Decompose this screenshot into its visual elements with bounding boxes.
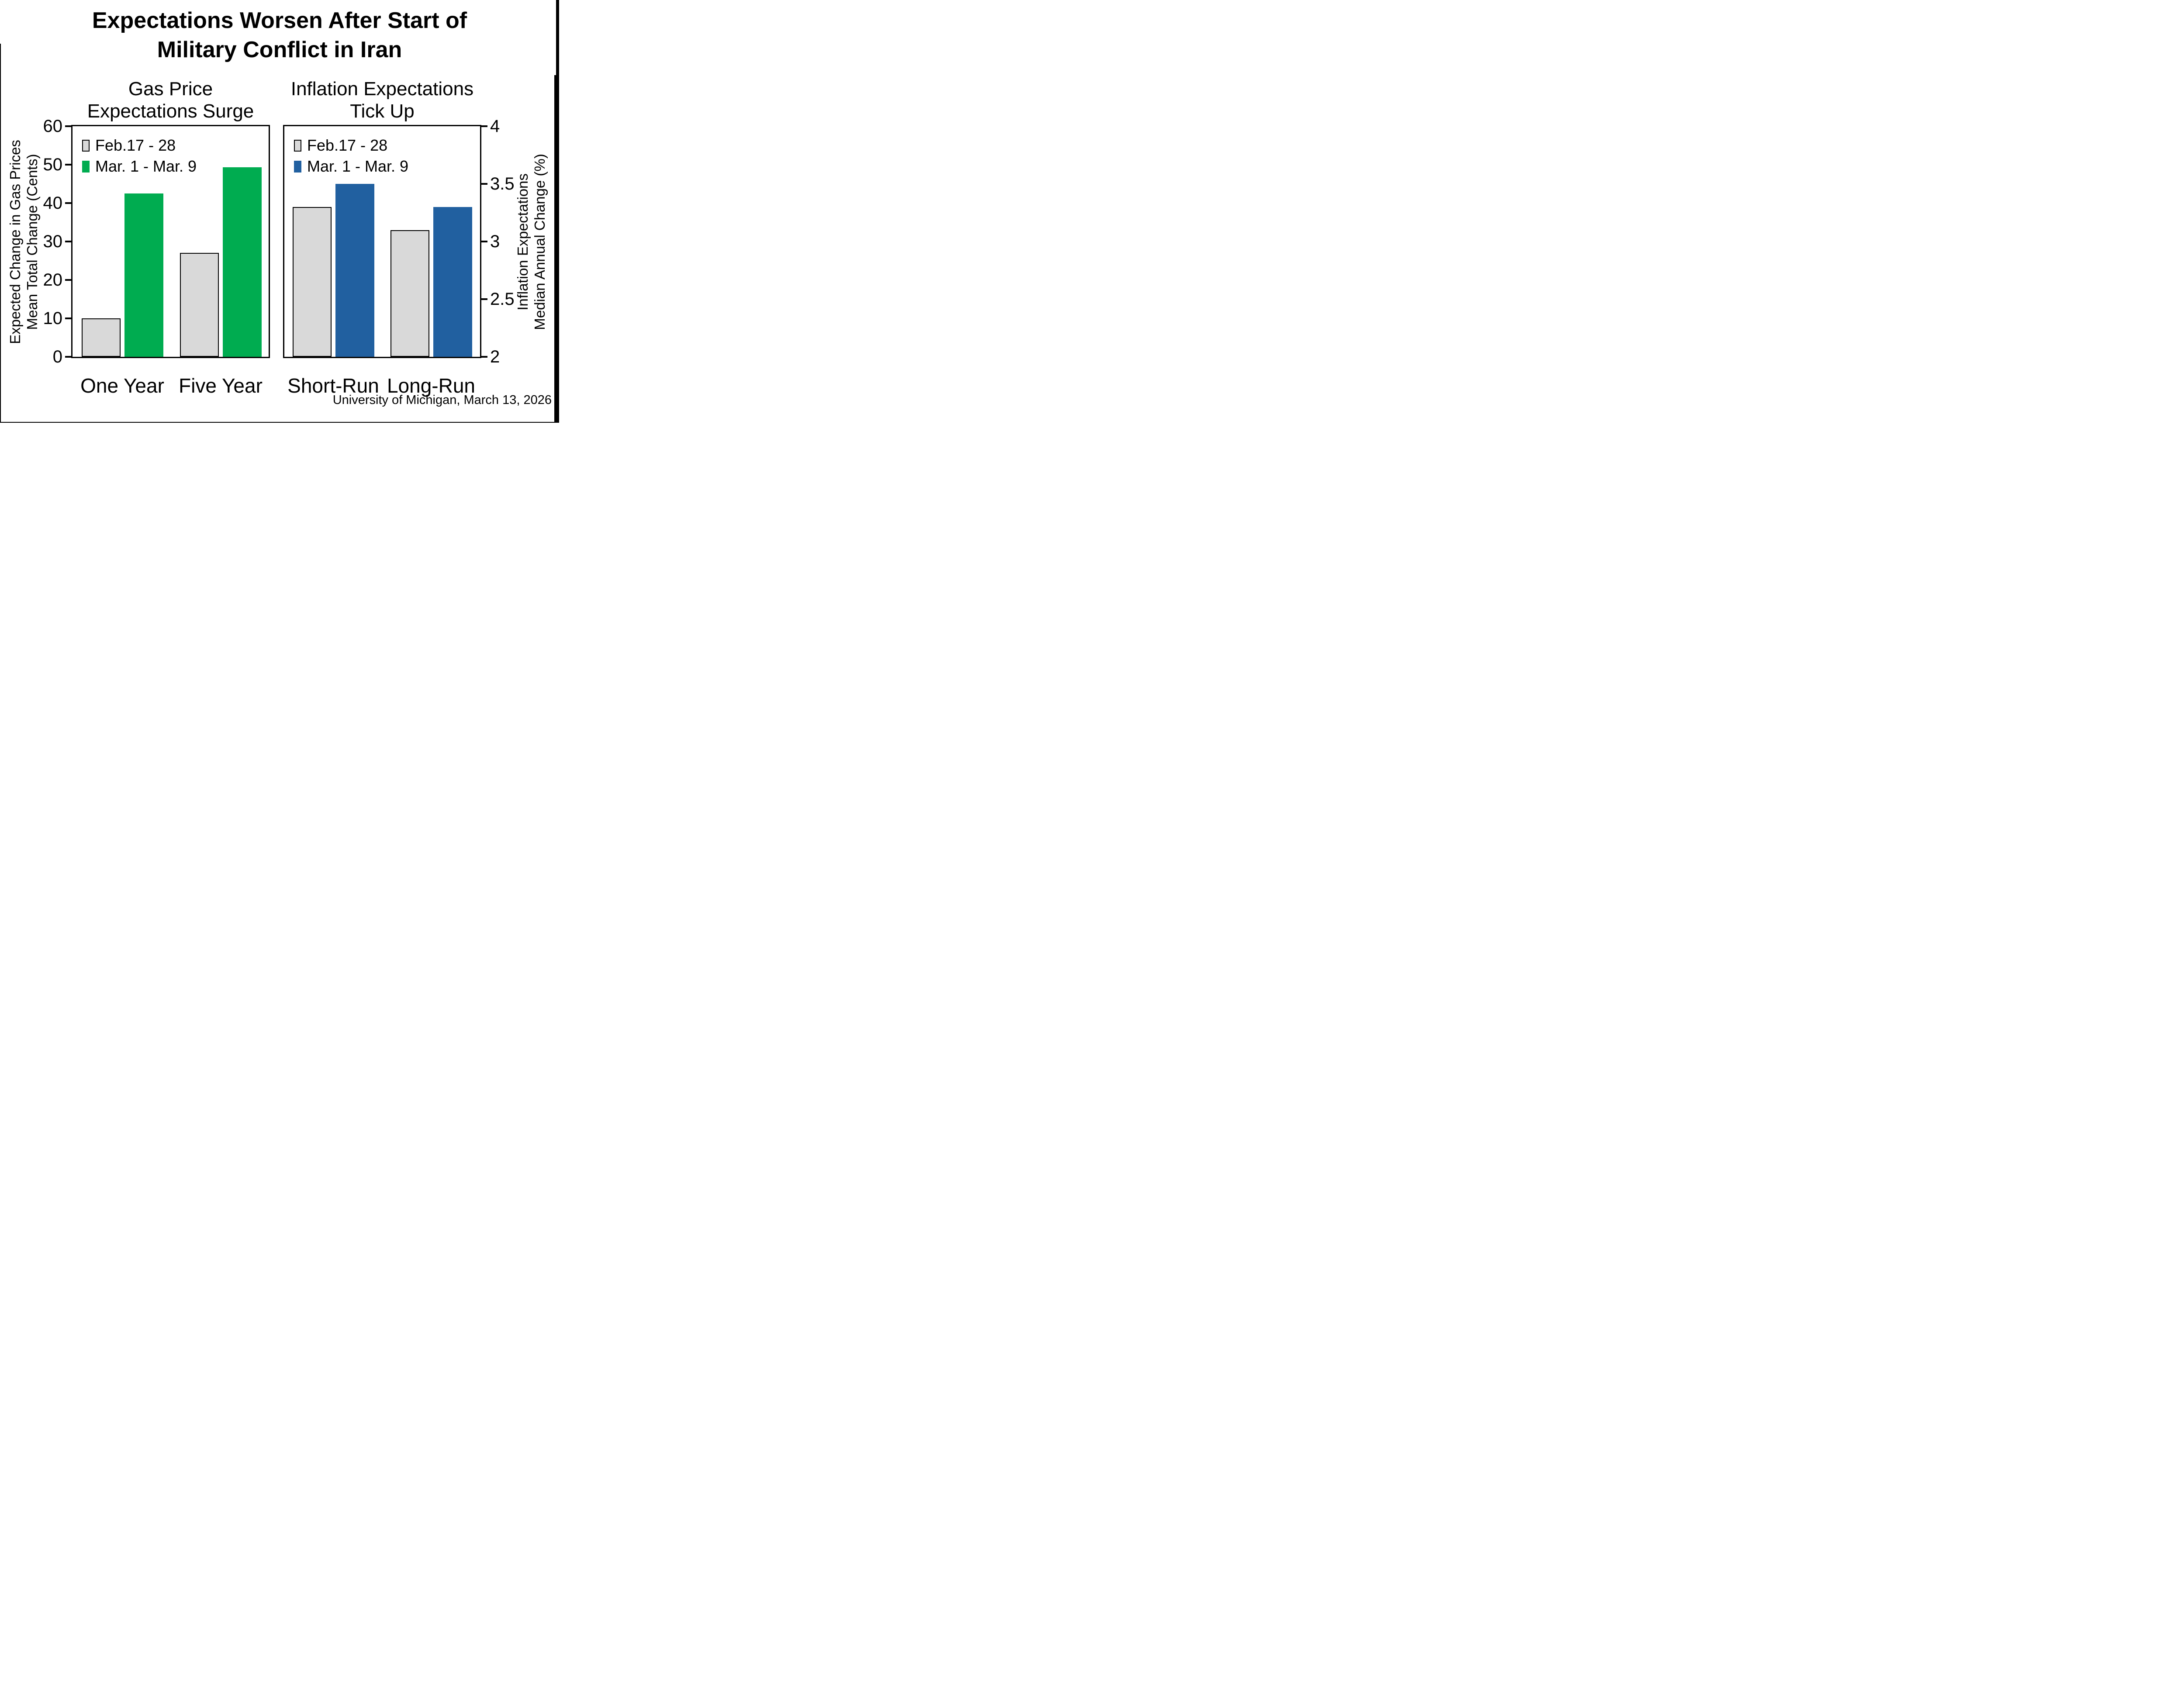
y-axis-tick-label-right: 3.5 [490, 174, 515, 193]
y-axis-tick-label-right: 3 [490, 232, 500, 251]
y-axis-tick-label-left: 50 [43, 155, 63, 174]
source-attribution: University of Michigan, March 13, 2026 [332, 393, 552, 407]
y-axis-tick-right [481, 125, 487, 127]
category-label-short-run: Short-Run [287, 374, 379, 397]
bar-five-year-mar-1-mar-9 [223, 167, 262, 357]
y-axis-tick-label-left: 0 [52, 347, 62, 366]
left-y-axis-title-line1: Expected Change in Gas Prices [7, 140, 24, 344]
inflation-legend: Feb.17 - 28 Mar. 1 - Mar. 9 [294, 135, 408, 177]
left-y-axis-title-line2: Mean Total Change (Cents) [24, 154, 40, 330]
y-axis-tick-left [65, 317, 71, 319]
legend-item-feb: Feb.17 - 28 [294, 135, 408, 156]
category-label-long-run: Long-Run [387, 374, 476, 397]
category-label-five-year: Five Year [179, 374, 263, 397]
left-panel-subtitle-line2: Expectations Surge [87, 100, 254, 122]
chart-title-line1: Expectations Worsen After Start of [92, 8, 467, 33]
left-y-axis-title: Expected Change in Gas Prices Mean Total… [7, 111, 41, 373]
category-label-one-year: One Year [80, 374, 164, 397]
y-axis-tick-right [481, 298, 487, 300]
bar-long-run-feb-17-28 [390, 230, 429, 357]
y-axis-tick-label-left: 10 [43, 309, 63, 328]
legend-item-feb: Feb.17 - 28 [82, 135, 197, 156]
screen-edge-left [0, 44, 1, 423]
right-y-axis-title-line1: Inflation Expectations [515, 173, 531, 311]
y-axis-tick-label-left: 20 [43, 270, 63, 290]
bar-one-year-feb-17-28 [82, 318, 121, 357]
legend-item-mar: Mar. 1 - Mar. 9 [294, 156, 408, 177]
screen-edge-right-top [556, 0, 559, 75]
legend-swatch-feb [294, 139, 301, 152]
legend-swatch-mar [294, 160, 301, 173]
y-axis-tick-label-left: 30 [43, 232, 63, 251]
legend-swatch-feb [82, 139, 90, 152]
y-axis-tick-right [481, 241, 487, 242]
y-axis-tick-left [65, 164, 71, 166]
gas-price-panel: Feb.17 - 28 Mar. 1 - Mar. 9 [71, 125, 270, 358]
left-panel-subtitle: Gas Price Expectations Surge [71, 78, 270, 122]
y-axis-tick-right [481, 356, 487, 358]
screen-edge-right [554, 75, 559, 423]
right-panel-subtitle: Inflation Expectations Tick Up [283, 78, 481, 122]
y-axis-tick-label-right: 4 [490, 117, 500, 136]
bar-five-year-feb-17-28 [180, 253, 219, 357]
y-axis-tick-label-right: 2 [490, 347, 500, 366]
y-axis-tick-left [65, 202, 71, 204]
bar-short-run-mar-1-mar-9 [335, 184, 374, 357]
right-panel-subtitle-line1: Inflation Expectations [290, 78, 474, 100]
bar-short-run-feb-17-28 [293, 207, 332, 357]
y-axis-tick-left [65, 241, 71, 242]
legend-swatch-mar [82, 160, 90, 173]
bar-long-run-mar-1-mar-9 [433, 207, 472, 357]
y-axis-tick-label-right: 2.5 [490, 290, 515, 309]
right-y-axis-title: Inflation Expectations Median Annual Cha… [515, 111, 549, 373]
right-panel-subtitle-line2: Tick Up [350, 100, 415, 122]
screen-edge-bottom [0, 422, 559, 423]
y-axis-tick-label-left: 40 [43, 193, 63, 213]
right-y-axis-title-line2: Median Annual Change (%) [532, 154, 548, 330]
inflation-plot: Feb.17 - 28 Mar. 1 - Mar. 9 [284, 126, 480, 357]
legend-label-feb: Feb.17 - 28 [307, 136, 388, 154]
legend-label-mar: Mar. 1 - Mar. 9 [307, 157, 409, 175]
gas-price-legend: Feb.17 - 28 Mar. 1 - Mar. 9 [82, 135, 197, 177]
chart-title-line2: Military Conflict in Iran [157, 37, 402, 62]
left-panel-subtitle-line1: Gas Price [128, 78, 213, 100]
y-axis-tick-label-left: 60 [43, 117, 63, 136]
chart-title: Expectations Worsen After Start of Milit… [0, 6, 559, 64]
y-axis-tick-left [65, 125, 71, 127]
y-axis-tick-right [481, 183, 487, 185]
inflation-panel: Feb.17 - 28 Mar. 1 - Mar. 9 [283, 125, 481, 358]
y-axis-tick-left [65, 356, 71, 358]
y-axis-tick-left [65, 279, 71, 281]
bar-one-year-mar-1-mar-9 [124, 193, 163, 357]
legend-label-feb: Feb.17 - 28 [95, 136, 176, 154]
legend-label-mar: Mar. 1 - Mar. 9 [95, 157, 197, 175]
chart-page: Expectations Worsen After Start of Milit… [0, 0, 559, 423]
gas-price-plot: Feb.17 - 28 Mar. 1 - Mar. 9 [73, 126, 269, 357]
legend-item-mar: Mar. 1 - Mar. 9 [82, 156, 197, 177]
